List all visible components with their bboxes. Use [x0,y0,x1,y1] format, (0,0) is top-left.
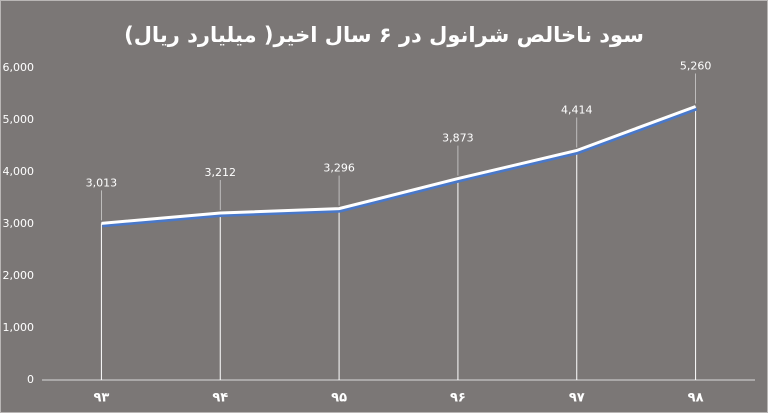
y-tick-label: 2,000 [3,269,35,282]
x-tick-label: ۹۴ [212,391,228,406]
x-tick-label: ۹۳ [93,391,109,406]
x-tick-label: ۹۶ [450,391,466,406]
x-tick-label: ۹۸ [688,391,704,406]
y-tick-label: 0 [27,373,34,386]
value-label: 3,873 [442,132,474,145]
value-label: 3,296 [323,162,355,175]
value-label: 4,414 [561,103,593,116]
y-tick-label: 6,000 [3,61,35,74]
x-tick-label: ۹۵ [331,391,347,406]
y-tick-label: 4,000 [3,165,35,178]
x-tick-label: ۹۷ [569,391,585,406]
chart-title: سود ناخالص شرانول در ۶ سال اخیر( میلیارد… [124,23,644,47]
y-tick-label: 3,000 [3,217,35,230]
value-label: 3,013 [86,176,118,189]
y-tick-label: 1,000 [3,321,35,334]
value-label: 5,260 [680,59,712,72]
line [101,105,697,225]
y-tick-label: 5,000 [3,113,35,126]
line-shadow [102,106,698,228]
value-label: 3,212 [205,166,237,179]
